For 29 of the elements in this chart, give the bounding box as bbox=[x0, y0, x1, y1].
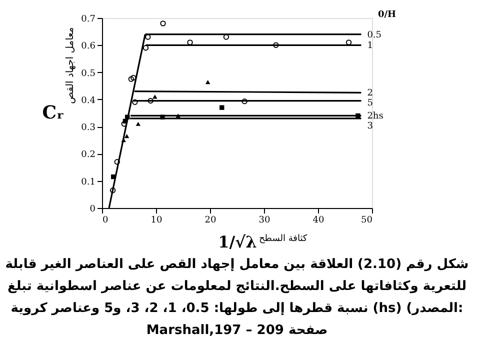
x-axis-title: 1/√λ bbox=[218, 232, 257, 252]
text: معامل اجهاد القص bbox=[65, 27, 76, 104]
legend-title: 0/H bbox=[378, 10, 397, 20]
series-label: 3 bbox=[367, 122, 374, 132]
series-label: 5 bbox=[367, 98, 374, 109]
series-label: 2hs bbox=[367, 112, 384, 122]
x-tick-label: 20 bbox=[204, 216, 216, 226]
text: نسبة قطرها إلى طولها: 0.5، 1، 2، 3، و5 وعناصر كروية (hs) (المصدر: bbox=[10, 301, 464, 316]
y-tick-label: 0 bbox=[90, 204, 96, 214]
x-tick-label: 0 bbox=[102, 216, 108, 226]
y-axis-title: Cᵣ bbox=[42, 102, 64, 124]
y-tick-label: 0.1 bbox=[81, 177, 96, 188]
y-tick-label: 0.3 bbox=[81, 123, 96, 134]
text: كثافة السطح bbox=[259, 234, 308, 244]
y-tick-label: 0.2 bbox=[81, 150, 96, 160]
text: شكل رقم (2.10) العلاقة بين معامل إجهاد القص على العناصر الغير قابلة bbox=[5, 257, 469, 272]
y-tick-label: 0.4 bbox=[81, 96, 96, 106]
y-tick-label: 0.7 bbox=[81, 14, 96, 24]
x-tick-label: 30 bbox=[258, 216, 270, 226]
series-label: 1 bbox=[367, 41, 373, 52]
text: Marshall,197 – صفحة 209 bbox=[146, 323, 328, 338]
text: للتعرية وكثافاتها على السطح.النتائج لمعلومات عن عناصر اسطوانية تبلغ bbox=[7, 279, 467, 294]
y-tick-label: 0.5 bbox=[81, 68, 96, 79]
y-tick-label: 0.6 bbox=[81, 42, 96, 52]
x-tick-label: 10 bbox=[150, 216, 162, 226]
x-tick-label: 50 bbox=[361, 216, 373, 226]
x-tick-label: 40 bbox=[312, 216, 324, 226]
series-label: 0.5 bbox=[367, 30, 382, 40]
series-label: 2 bbox=[367, 88, 373, 99]
